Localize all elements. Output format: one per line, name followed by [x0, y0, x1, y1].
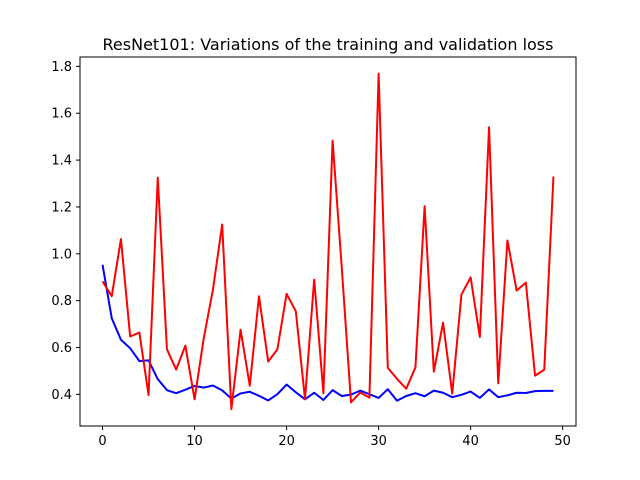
plot-area	[101, 72, 555, 411]
x-tick-label: 0	[98, 434, 106, 449]
x-tick-label: 10	[186, 434, 203, 449]
y-tick-label: 1.4	[51, 154, 72, 169]
y-axis: 0.4 0.6 0.8 1.0 1.2 1.4 1.6 1.8	[51, 60, 80, 403]
y-tick-label: 0.8	[51, 294, 72, 309]
series-line-1	[101, 264, 554, 402]
y-tick-label: 1.6	[51, 107, 72, 122]
x-tick-label: 40	[462, 434, 479, 449]
chart-title: ResNet101: Variations of the training an…	[103, 35, 554, 54]
series-line-2	[101, 72, 555, 411]
x-tick-label: 20	[278, 434, 295, 449]
y-tick-label: 0.4	[51, 388, 72, 403]
axes-frame	[79, 56, 577, 427]
x-axis: 0 10 20 30 40 50	[98, 426, 571, 449]
y-tick-label: 1.2	[51, 200, 72, 215]
x-tick-label: 30	[370, 434, 387, 449]
y-tick-label: 0.6	[51, 341, 72, 356]
y-tick-label: 1.8	[51, 60, 72, 75]
y-tick-label: 1.0	[51, 247, 72, 262]
x-tick-label: 50	[554, 434, 571, 449]
